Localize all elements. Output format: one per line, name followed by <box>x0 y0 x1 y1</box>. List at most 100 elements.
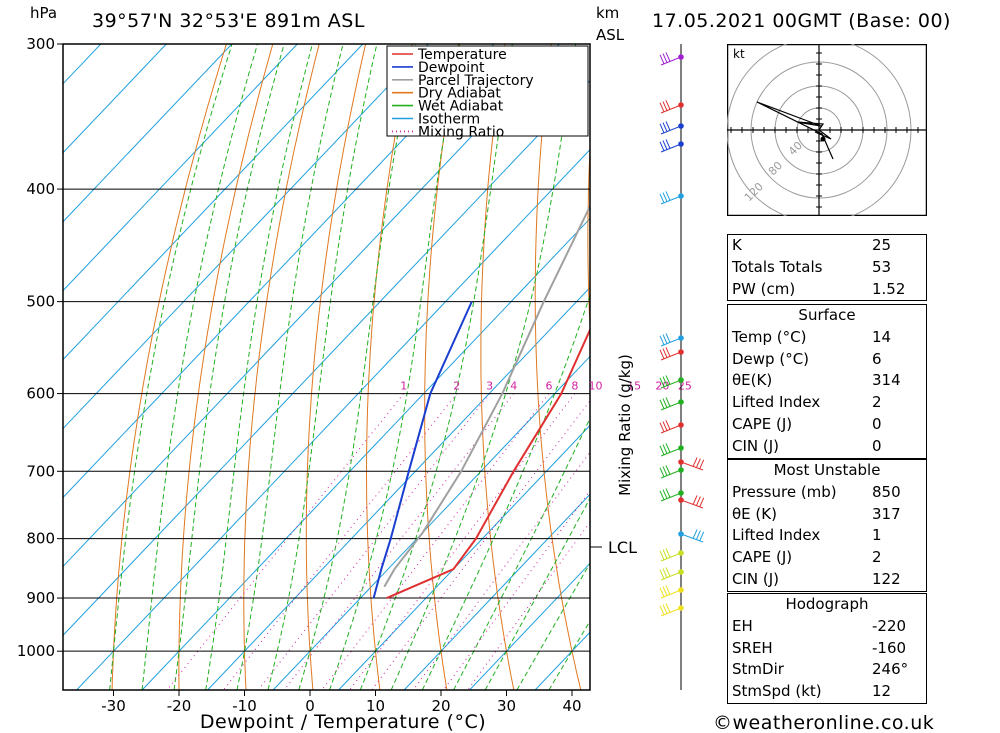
dry-adiabat-line <box>969 44 1000 690</box>
index-label: θE (K) <box>732 504 777 523</box>
wind-barb-flag <box>699 531 705 542</box>
x-tick-label: -20 <box>167 697 192 715</box>
mixing-ratio-label: 3 <box>486 380 493 393</box>
index-label: CIN (J) <box>732 569 780 588</box>
wind-barb-staff <box>680 533 704 543</box>
wind-barb-flag <box>692 457 698 467</box>
wind-barb-flag <box>662 122 668 132</box>
index-label: Lifted Index <box>732 526 821 545</box>
wind-barb-flag <box>659 587 665 598</box>
x-axis-title: Dewpoint / Temperature (°C) <box>200 711 486 733</box>
y-tick-label: 500 <box>26 293 55 311</box>
wind-barb-flag <box>662 466 668 476</box>
wind-barb-flag <box>665 397 671 407</box>
wind-barb-staff <box>680 461 704 471</box>
wind-barb-flag <box>659 569 665 580</box>
index-label: CIN (J) <box>732 436 780 455</box>
legend-label: Temperature <box>417 47 507 63</box>
index-label: StmSpd (kt) <box>732 682 822 701</box>
parcel-trajectory-series-line <box>383 203 590 588</box>
wind-barb-flag <box>659 605 665 616</box>
wind-barb-flag <box>695 458 701 468</box>
wind-barb-flag <box>695 496 701 506</box>
x-tick-label: 0 <box>305 697 315 715</box>
isotherm-line <box>63 44 233 223</box>
wind-barb-flag <box>692 495 698 505</box>
hodograph-storm-marker <box>820 136 826 142</box>
dry-adiabat-line <box>366 44 413 690</box>
index-value: -160 <box>872 638 907 657</box>
wind-barb-flag <box>692 529 698 539</box>
dry-adiabat-line <box>534 44 582 690</box>
wind-barb-staff <box>660 379 682 389</box>
wind-barb-staff <box>660 401 682 411</box>
y-tick-label: 400 <box>26 180 55 198</box>
y-tick-label: 600 <box>26 385 55 403</box>
wind-barb-flag <box>662 101 668 111</box>
index-value: 6 <box>872 349 882 368</box>
wet-adiabat-line <box>109 44 233 690</box>
wind-barb-staff <box>660 337 682 347</box>
hodograph: kt 40 80 120 <box>727 44 927 216</box>
wind-barb-flag <box>665 488 671 498</box>
isotherm-line <box>469 562 590 690</box>
index-value: 12 <box>872 682 892 701</box>
wind-barb-flag <box>659 335 665 346</box>
index-row: SREH -160 <box>728 638 926 660</box>
index-label: K <box>732 236 742 254</box>
isotherm-line <box>63 44 429 430</box>
mixing-ratio-label: 20 <box>655 380 669 393</box>
isotherm-line <box>63 44 167 154</box>
mixing-ratio-label: 8 <box>571 380 578 393</box>
wind-barb-flag <box>665 139 671 149</box>
dry-adiabat-line <box>305 44 367 690</box>
legend-label: Wet Adiabat <box>418 99 504 115</box>
isotherm-line <box>63 79 590 637</box>
wind-barb-flag <box>659 349 665 360</box>
wind-barb-flag <box>665 420 671 430</box>
wind-barb-staff <box>660 125 682 135</box>
wind-barb-flag <box>665 191 671 201</box>
wet-adiabat-line <box>267 44 378 690</box>
mixing-ratio-line <box>223 393 458 690</box>
index-label: Temp (°C) <box>732 327 807 346</box>
y-tick-label: 300 <box>26 35 55 53</box>
index-value: 317 <box>872 504 901 523</box>
wind-barb-flag <box>659 377 665 388</box>
wind-barb-staff <box>660 56 682 66</box>
wind-barb-flag <box>659 422 665 433</box>
mixing-ratio-line <box>371 400 590 690</box>
wind-barb-flag <box>665 52 671 62</box>
wind-barb-staff <box>660 552 682 562</box>
surface-title: Surface <box>798 306 856 324</box>
indices-most-unstable-table: Most Unstable Pressure (mb) 850 θE (K) 317 L… <box>727 459 927 592</box>
mixing-ratio-label: 4 <box>510 380 517 393</box>
index-label: PW (cm) <box>732 279 796 298</box>
wet-adiabat-line <box>141 44 258 690</box>
hodograph-trace <box>756 101 834 160</box>
wet-adiabat-line <box>359 44 513 690</box>
index-value: 850 <box>872 482 901 501</box>
index-label: SREH <box>732 638 773 657</box>
index-label: StmDir <box>732 660 784 679</box>
index-label: EH <box>732 616 753 635</box>
index-row: Pressure (mb) 850 <box>728 482 926 504</box>
isotherm-line <box>141 217 590 690</box>
index-value: 14 <box>872 327 892 346</box>
index-row-totals-totals: Totals Totals 53 <box>728 257 926 279</box>
wind-barb-staff <box>660 607 682 617</box>
y-tick-label: 800 <box>26 530 55 548</box>
isotherm-line <box>76 148 590 690</box>
index-row: StmSpd (kt) 12 <box>728 681 926 703</box>
wind-barb-flag <box>665 100 671 110</box>
wet-adiabat-line <box>173 44 285 690</box>
index-value: 1.52 <box>872 279 906 298</box>
index-value: 122 <box>872 569 901 588</box>
index-label: CAPE (J) <box>732 414 793 433</box>
wind-barb-flag <box>665 443 671 453</box>
index-value: -220 <box>872 616 907 635</box>
wind-barbs <box>659 52 705 617</box>
indices-surface-table: Surface Temp (°C) 14 Dewp (°C) 6 θE(K) 314 Lif… <box>727 304 927 459</box>
